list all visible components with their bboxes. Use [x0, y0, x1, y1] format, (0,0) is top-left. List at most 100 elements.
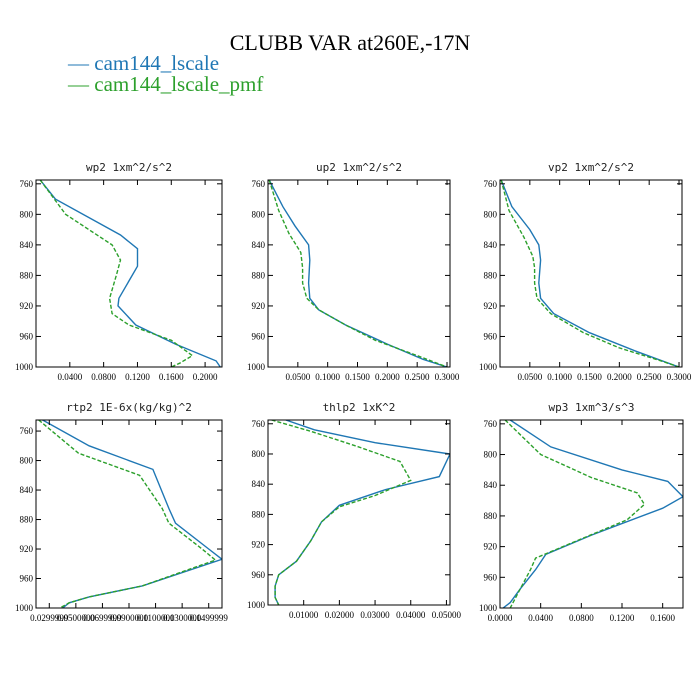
- y-tick-label: 1000: [15, 603, 34, 613]
- y-tick-label: 880: [484, 270, 498, 280]
- series-line-lscale: [502, 420, 683, 608]
- series-line-lscale-pmf: [38, 420, 217, 608]
- x-tick-label: 0.2000: [375, 372, 400, 382]
- panel-title: vp2 1xm^2/s^2: [548, 161, 634, 174]
- y-tick-label: 840: [20, 240, 34, 250]
- y-tick-label: 1000: [479, 603, 498, 613]
- x-tick-label: 0.05000: [432, 610, 462, 620]
- x-tick-label: 0.1500: [345, 372, 370, 382]
- y-tick-label: 800: [484, 209, 498, 219]
- x-tick-label: 0.0800: [569, 613, 594, 623]
- x-tick-label: 0.0000: [488, 613, 513, 623]
- x-tick-label: 0.1200: [610, 613, 635, 623]
- y-tick-label: 960: [252, 331, 266, 341]
- plot-frame: [267, 419, 451, 606]
- y-tick-label: 800: [20, 209, 34, 219]
- plot-frame: [267, 179, 451, 368]
- x-tick-label: 0.0699999: [83, 613, 122, 623]
- y-tick-label: 1000: [247, 600, 266, 610]
- x-tick-label: 0.0900000: [110, 613, 149, 623]
- x-tick-label: 0.0400: [57, 372, 82, 382]
- x-tick-label: 0.1500: [577, 372, 602, 382]
- x-tick-label: 0.0500000: [57, 613, 96, 623]
- series-line-lscale-pmf: [268, 180, 448, 367]
- y-tick-label: 1000: [15, 362, 34, 372]
- legend-entry-1: — cam144_lscale: [67, 51, 219, 75]
- x-tick-label: 0.1200: [125, 372, 150, 382]
- plot-frame: [35, 419, 223, 609]
- x-tick-label: 0.1100000: [137, 613, 175, 623]
- y-tick-label: 1000: [479, 362, 498, 372]
- x-tick-label: 0.0500: [517, 372, 542, 382]
- panel-4: rtp2 1E-6x(kg/kg)^2 760 800 840 880 920 960 100…: [15, 401, 228, 623]
- x-tick-label: 0.02000: [325, 610, 355, 620]
- x-tick-label: 0.1000: [547, 372, 572, 382]
- x-tick-label: 0.04000: [396, 610, 426, 620]
- y-tick-label: 840: [20, 485, 34, 495]
- y-tick-label: 920: [20, 301, 34, 311]
- x-tick-label: 0.2500: [405, 372, 430, 382]
- figure-title: CLUBB VAR at260E,-17N: [230, 30, 471, 55]
- panel-6: wp3 1xm^3/s^3 760 800 840 880 920 960 10000.000…: [479, 401, 684, 623]
- x-tick-label: 0.2500: [637, 372, 662, 382]
- panel-title: thlp2 1xK^2: [323, 401, 396, 414]
- x-tick-label: 0.1600: [159, 372, 184, 382]
- x-tick-label: 0.2000: [193, 372, 218, 382]
- y-tick-label: 880: [20, 515, 34, 525]
- plot-frame: [499, 179, 683, 368]
- panel-grid: wp2 1xm^2/s^2 760 800 840 880 920 960 1000 0.040…: [15, 161, 692, 623]
- x-tick-label: 0.1300000: [163, 613, 202, 623]
- y-tick-label: 880: [252, 270, 266, 280]
- y-tick-label: 800: [484, 450, 498, 460]
- y-tick-label: 760: [20, 179, 34, 189]
- y-tick-label: 880: [252, 509, 266, 519]
- series-line-lscale: [268, 180, 448, 367]
- panel-1: wp2 1xm^2/s^2 760 800 840 880 920 960 1000 0.040…: [15, 161, 223, 382]
- series-line-lscale: [500, 180, 680, 367]
- panel-title: wp2 1xm^2/s^2: [86, 161, 172, 174]
- y-tick-label: 760: [484, 419, 498, 429]
- y-tick-label: 840: [484, 240, 498, 250]
- y-tick-label: 960: [484, 331, 498, 341]
- y-tick-label: 960: [20, 331, 34, 341]
- series-line-lscale: [39, 180, 221, 367]
- y-tick-label: 840: [484, 480, 498, 490]
- y-tick-label: 880: [20, 270, 34, 280]
- x-tick-label: 0.3000: [435, 372, 460, 382]
- x-tick-label: 0.0400: [528, 613, 553, 623]
- y-tick-label: 880: [484, 511, 498, 521]
- x-tick-label: 0.01000: [289, 610, 319, 620]
- y-tick-label: 760: [20, 426, 34, 436]
- y-tick-label: 760: [252, 179, 266, 189]
- y-tick-label: 960: [252, 570, 266, 580]
- series-line-lscale-pmf: [271, 420, 412, 605]
- y-tick-label: 920: [484, 542, 498, 552]
- y-tick-label: 960: [484, 572, 498, 582]
- y-tick-label: 800: [252, 209, 266, 219]
- panel-2: up2 1xm^2/s^2 760 800 840 880 920 960 1000 0.050…: [247, 161, 460, 382]
- y-tick-label: 840: [252, 479, 266, 489]
- panel-title: rtp2 1E-6x(kg/kg)^2: [66, 401, 192, 414]
- panel-5: thlp2 1xK^2 760 800 840 880 920 960 1000 0.01000…: [247, 401, 462, 620]
- x-tick-label: 0.0800: [91, 372, 116, 382]
- y-tick-label: 960: [20, 574, 34, 584]
- y-tick-label: 920: [252, 301, 266, 311]
- x-tick-label: 0.1000: [315, 372, 340, 382]
- y-tick-label: 920: [20, 544, 34, 554]
- legend-entry-2: — cam144_lscale_pmf: [67, 72, 263, 96]
- series-line-lscale-pmf: [500, 180, 680, 367]
- x-tick-label: 0.03000: [360, 610, 390, 620]
- y-tick-label: 760: [252, 419, 266, 429]
- x-tick-label: 0.1600: [650, 613, 675, 623]
- panel-3: vp2 1xm^2/s^2 760 800 840 880 920 960 1000 0.050…: [479, 161, 692, 382]
- panel-title: wp3 1xm^3/s^3: [548, 401, 634, 414]
- plot-frame: [35, 179, 223, 368]
- x-tick-label: 0.0500: [285, 372, 310, 382]
- series-line-lscale-pmf: [504, 420, 646, 608]
- panel-title: up2 1xm^2/s^2: [316, 161, 402, 174]
- series-line-lscale-pmf: [39, 180, 194, 367]
- y-tick-label: 920: [252, 540, 266, 550]
- y-tick-label: 1000: [247, 362, 266, 372]
- y-tick-label: 760: [484, 179, 498, 189]
